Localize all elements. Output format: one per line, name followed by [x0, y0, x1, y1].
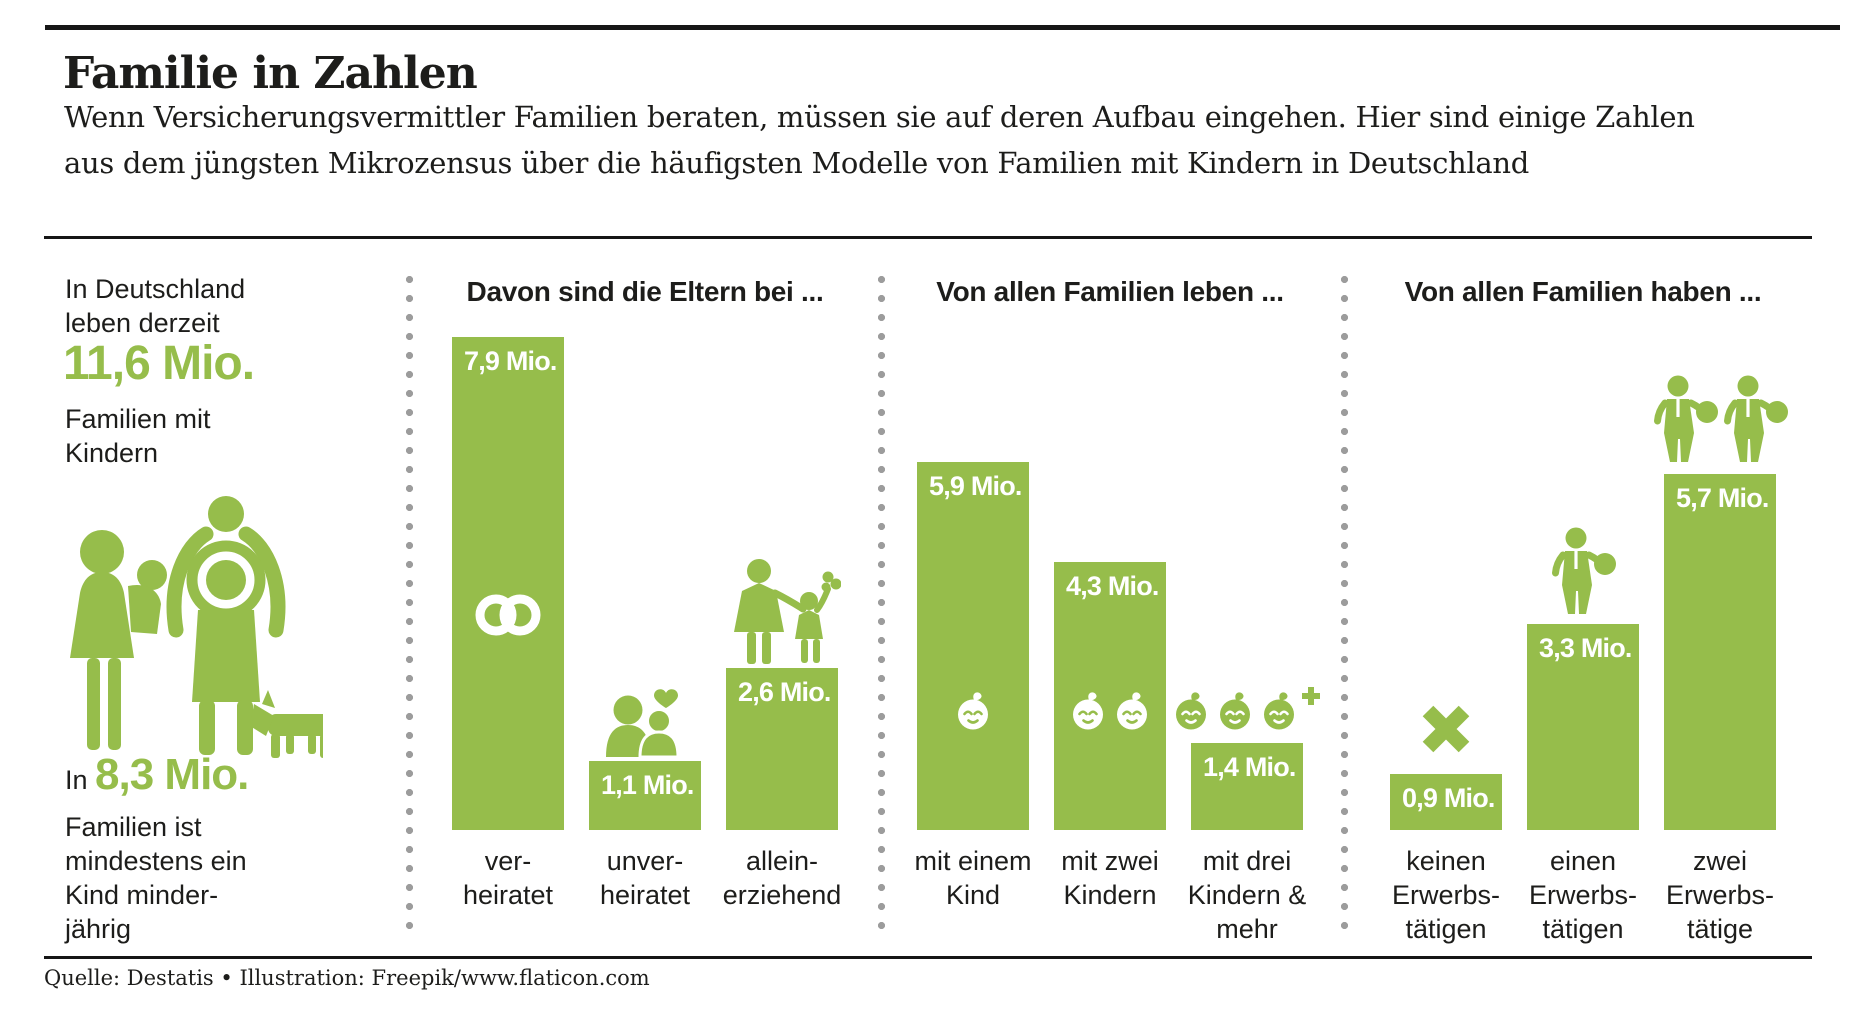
section-title: Davon sind die Eltern bei ... — [466, 276, 824, 307]
bar-zwei-kinder: 4,3 Mio. — [1054, 562, 1166, 830]
stat-bottom-line-1: Familien ist — [65, 812, 202, 842]
chart-section-kinder: Von allen Familien leben ... 5,9 Mio. 4,… — [890, 268, 1330, 968]
category-label: unver-heiratet — [599, 846, 691, 910]
bar-value-label: 3,3 Mio. — [1539, 633, 1632, 663]
section-title: Von allen Familien leben ... — [936, 276, 1284, 307]
page-title: Familie in Zahlen — [63, 48, 478, 99]
one-worker-icon — [1549, 527, 1617, 615]
stat-minor-children: In 8,3 Mio. — [65, 750, 249, 800]
bar-value-label: 0,9 Mio. — [1402, 783, 1495, 813]
bar-value-label: 4,3 Mio. — [1066, 571, 1159, 601]
two-babies-icon — [1068, 691, 1152, 733]
wedding-rings-icon — [471, 588, 545, 642]
bars-row: 0,9 Mio. 3,3 Mio. 5,7 Mio. — [1358, 268, 1808, 830]
stat-bottom-line-4: jährig — [65, 914, 132, 944]
subtitle-line-1: Wenn Versicherungsvermittler Familien be… — [64, 100, 1695, 134]
stat-caption-line-2: Kindern — [65, 438, 159, 468]
two-workers-icon — [1651, 375, 1789, 463]
bar-zwei-erwerb: 5,7 Mio. — [1664, 474, 1776, 830]
dotted-separator-3 — [1341, 276, 1348, 936]
category-label: mit drei Kindern & mehr — [1187, 846, 1307, 944]
stat-bottom-line-2: mindestens ein — [65, 846, 247, 876]
category-label: ver-heiratet — [462, 846, 554, 910]
intro-text-line-1: In Deutschland — [65, 274, 246, 304]
chart-section-eltern: Davon sind die Eltern bei ... 7,9 Mio. — [430, 268, 860, 968]
bar-alleinerziehend: 2,6 Mio. — [726, 668, 838, 830]
bar-value-label: 5,7 Mio. — [1676, 483, 1769, 513]
section-title: Von allen Familien haben ... — [1404, 276, 1762, 307]
bar-slot-ein-erwerb: 3,3 Mio. — [1515, 268, 1652, 830]
bar-drei-kinder: 1,4 Mio. — [1191, 743, 1303, 830]
family-with-dog-icon — [58, 462, 356, 767]
category-label: allein-erziehend — [722, 846, 842, 910]
dotted-separator-2 — [878, 276, 885, 936]
bar-verheiratet: 7,9 Mio. — [452, 337, 564, 830]
bar-value-label: 1,1 Mio. — [601, 770, 694, 800]
intro-text-line-2: leben derzeit — [65, 308, 220, 338]
bar-slot-ein-kind: 5,9 Mio. — [905, 268, 1042, 830]
bar-slot-verheiratet: 7,9 Mio. — [440, 268, 577, 830]
bar-value-label: 5,9 Mio. — [929, 471, 1022, 501]
chart-section-erwerb: Von allen Familien haben ... 0,9 Mio. 3,… — [1358, 268, 1808, 968]
category-label: zwei Erwerbs-tätige — [1665, 846, 1774, 944]
stat-minor-children-value: 8,3 Mio. — [95, 750, 249, 799]
category-labels: mit einem Kind mit zwei Kindern mit drei Ki… — [890, 844, 1330, 946]
dotted-separator-1 — [406, 276, 413, 936]
category-label: einen Erwerbs-tätigen — [1528, 846, 1637, 944]
one-baby-icon — [953, 691, 993, 733]
header-divider — [44, 236, 1812, 239]
bar-value-label: 2,6 Mio. — [738, 677, 831, 707]
bar-ein-kind: 5,9 Mio. — [917, 462, 1029, 830]
bar-slot-kein-erwerb: 0,9 Mio. — [1378, 268, 1515, 830]
top-rule — [45, 25, 1840, 30]
stat-total-families: 11,6 Mio. — [63, 337, 255, 390]
bars-row: 5,9 Mio. 4,3 Mio. — [890, 268, 1330, 830]
bar-slot-zwei-erwerb: 5,7 Mio. — [1652, 268, 1789, 830]
cross-icon — [1417, 700, 1475, 758]
single-parent-icon — [723, 558, 842, 666]
category-label: mit zwei Kindern — [1061, 846, 1159, 910]
three-babies-plus-icon — [1171, 685, 1323, 733]
stat-bottom-line-3: Kind minder- — [65, 880, 219, 910]
bar-value-label: 7,9 Mio. — [464, 346, 557, 376]
category-labels: keinen Erwerbs-tätigen einen Erwerbs-tätig… — [1358, 844, 1808, 946]
bar-slot-alleinerziehend: 2,6 Mio. — [714, 268, 851, 830]
bar-slot-drei-kinder: 1,4 Mio. — [1174, 268, 1320, 830]
stat-prefix: In — [65, 765, 96, 795]
bar-kein-erwerb: 0,9 Mio. — [1390, 774, 1502, 830]
source-credit: Quelle: Destatis • Illustration: Freepik… — [44, 966, 650, 990]
bar-ein-erwerb: 3,3 Mio. — [1527, 624, 1639, 830]
category-label: keinen Erwerbs-tätigen — [1391, 846, 1500, 944]
subtitle-line-2: aus dem jüngsten Mikrozensus über die hä… — [64, 146, 1530, 180]
category-label: mit einem Kind — [914, 846, 1032, 910]
bar-value-label: 1,4 Mio. — [1203, 752, 1296, 782]
stat-caption-line-1: Familien mit — [65, 404, 211, 434]
footer-divider — [44, 956, 1812, 959]
bars-row: 7,9 Mio. — [430, 268, 860, 830]
bar-slot-unverheiratet: 1,1 Mio. — [577, 268, 714, 830]
category-labels: ver-heiratet unver-heiratet allein-erzie… — [430, 844, 860, 912]
bar-slot-zwei-kinder: 4,3 Mio. — [1042, 268, 1179, 830]
bar-unverheiratet: 1,1 Mio. — [589, 761, 701, 830]
couple-heart-icon — [603, 683, 687, 759]
